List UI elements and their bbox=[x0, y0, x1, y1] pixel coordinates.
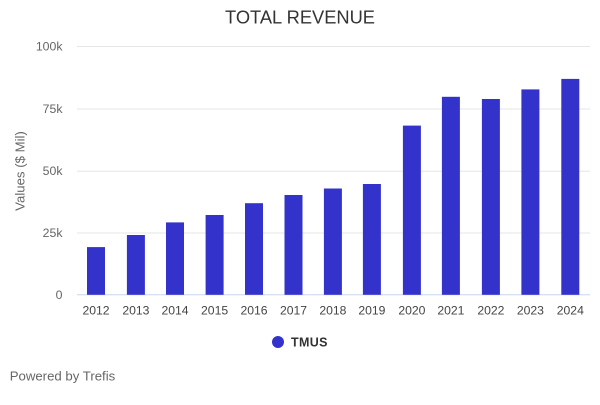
svg-text:0: 0 bbox=[56, 288, 63, 302]
svg-text:Powered by Trefis: Powered by Trefis bbox=[10, 369, 116, 384]
svg-text:2012: 2012 bbox=[82, 304, 109, 318]
svg-text:2017: 2017 bbox=[280, 304, 307, 318]
svg-text:2013: 2013 bbox=[122, 304, 149, 318]
svg-text:2015: 2015 bbox=[201, 304, 228, 318]
svg-text:2016: 2016 bbox=[240, 304, 267, 318]
svg-text:25k: 25k bbox=[43, 226, 64, 240]
svg-text:2018: 2018 bbox=[319, 304, 346, 318]
svg-text:TOTAL REVENUE: TOTAL REVENUE bbox=[225, 7, 375, 28]
svg-text:2020: 2020 bbox=[398, 304, 425, 318]
svg-text:2019: 2019 bbox=[358, 304, 385, 318]
svg-text:2014: 2014 bbox=[161, 304, 188, 318]
svg-text:2024: 2024 bbox=[557, 304, 584, 318]
svg-text:TMUS: TMUS bbox=[291, 336, 328, 350]
svg-text:Values ($ Mil): Values ($ Mil) bbox=[12, 131, 27, 211]
svg-text:100k: 100k bbox=[36, 40, 64, 54]
svg-text:2021: 2021 bbox=[437, 304, 464, 318]
svg-text:2023: 2023 bbox=[517, 304, 544, 318]
svg-text:2022: 2022 bbox=[477, 304, 504, 318]
svg-text:75k: 75k bbox=[43, 102, 64, 116]
svg-text:50k: 50k bbox=[43, 164, 64, 178]
